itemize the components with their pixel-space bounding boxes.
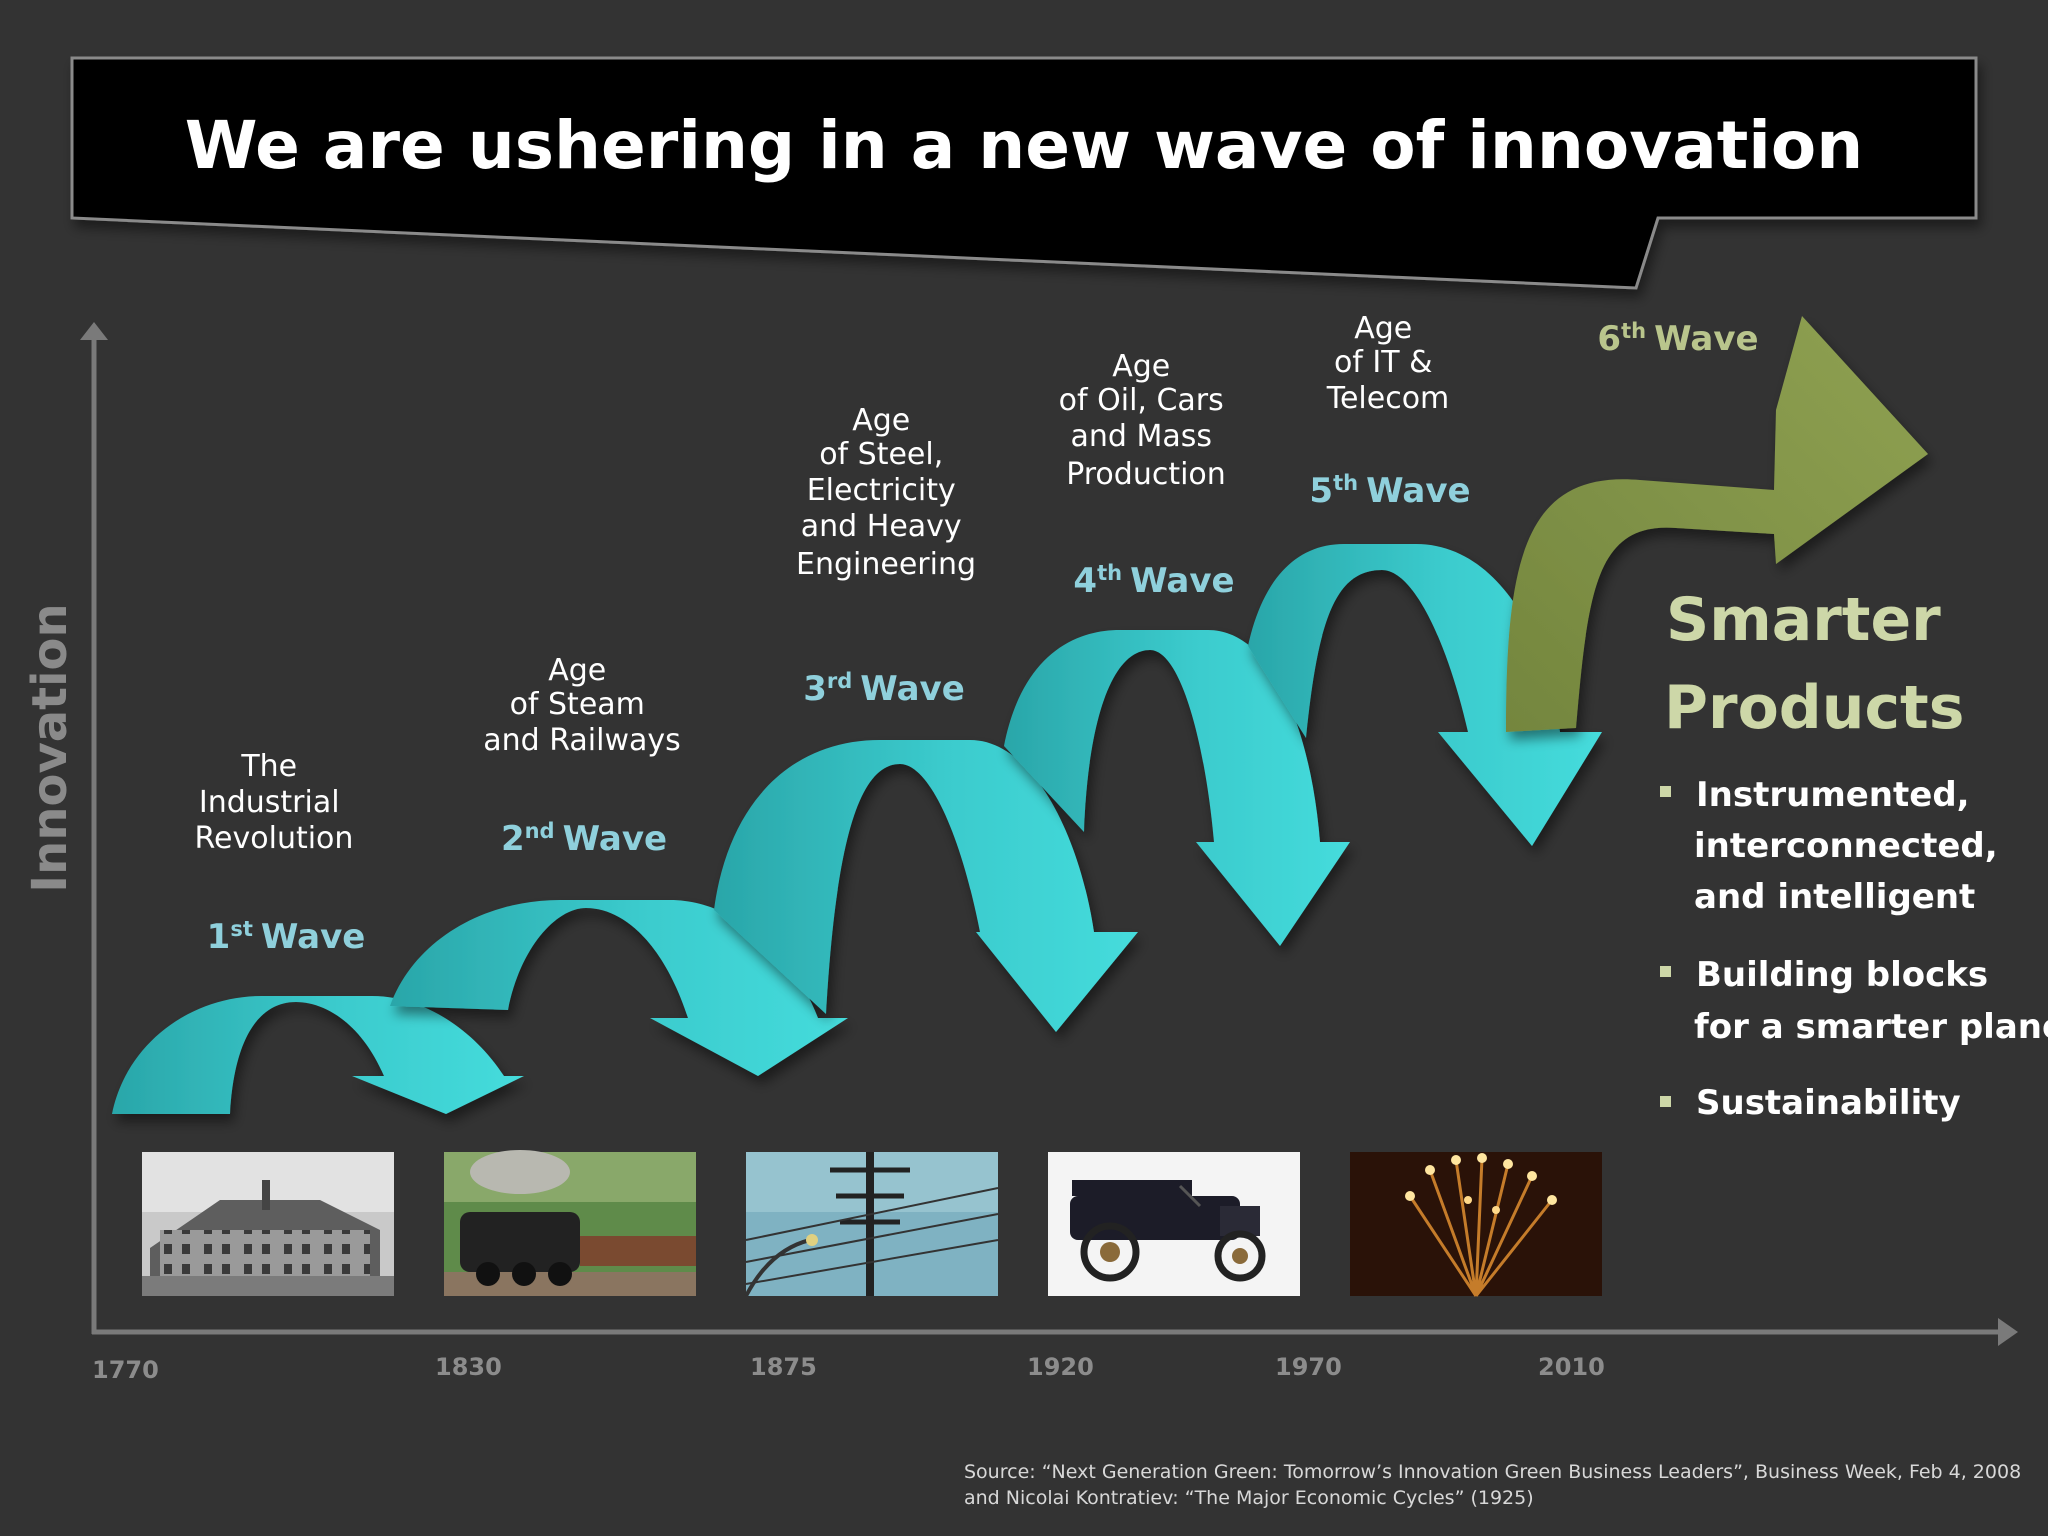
era-labels: The Industrial Revolution Age of Steam a… [195,311,1450,856]
year-label: 1920 [1027,1353,1094,1381]
era-label-1: The Industrial Revolution [195,749,354,856]
wave-label-2: 2nd Wave [501,819,667,859]
year-labels: 1770 1830 1875 1920 1970 2010 [92,1353,1605,1384]
smarter-products-panel: Smarter Products Instrumented, interconn… [1660,585,2048,1123]
smarter-heading: Smarter [1666,585,1941,655]
source-footnote: Source: “Next Generation Green: Tomorrow… [964,1461,2021,1509]
era-label-2: Age of Steam and Railways [483,653,681,758]
source-line-1: Source: “Next Generation Green: Tomorrow… [964,1461,2021,1483]
year-label: 1875 [750,1353,817,1381]
model-t-car-photo [1048,1152,1300,1296]
bullet-item-1: Instrumented, interconnected, and intell… [1694,775,2010,917]
year-label: 1770 [92,1356,159,1384]
era-label-3: Age of Steel, Electricity and Heavy Engi… [796,403,976,582]
era-label-4: Age of Oil, Cars and Mass Production [1059,349,1234,492]
wave-label-5: 5th Wave [1309,471,1470,511]
bullet-square [1660,966,1671,977]
steam-locomotive-photo [444,1150,696,1296]
bullet-square [1660,786,1671,797]
wave-label-4: 4th Wave [1073,561,1234,601]
wave-arrows [112,316,1928,1114]
power-lines-photo [744,1152,999,1297]
y-axis-label: Innovation [22,603,78,892]
wave-arrow-2 [390,900,848,1076]
wave-arrow-6 [1506,316,1928,732]
wave-label-3: 3rd Wave [803,669,965,709]
year-label: 2010 [1538,1353,1605,1381]
year-label: 1970 [1275,1353,1342,1381]
wave-label-1: 1st Wave [207,917,366,957]
title-banner: We are ushering in a new wave of innovat… [70,56,1978,290]
y-axis-arrowhead [80,322,108,340]
factory-photo [142,1152,394,1296]
x-axis-arrowhead [1998,1318,2018,1346]
source-line-2: and Nicolai Kontratiev: “The Major Econo… [964,1487,1534,1509]
wave-labels: 1st Wave 2nd Wave 3rd Wave 4th Wave 5th Wave … [207,319,1759,957]
wave-arrow-3 [714,740,1138,1032]
era-label-5: Age of IT & Telecom [1326,311,1450,416]
products-heading: Products [1664,673,1964,743]
wave-label-6: 6th Wave [1597,319,1758,359]
fiber-optics-photo [1350,1152,1602,1297]
axes: Innovation [22,322,2018,1346]
slide-title: We are ushering in a new wave of innovat… [185,107,1864,184]
wave-arrow-1 [112,996,524,1114]
bullet-item-2: Building blocks for a smarter planet [1694,955,2048,1047]
bullet-item-3: Sustainability [1696,1083,1961,1123]
era-photos [142,1150,1602,1297]
bullet-square [1660,1096,1671,1107]
wave-arrow-4 [1004,630,1350,946]
year-label: 1830 [435,1353,502,1381]
